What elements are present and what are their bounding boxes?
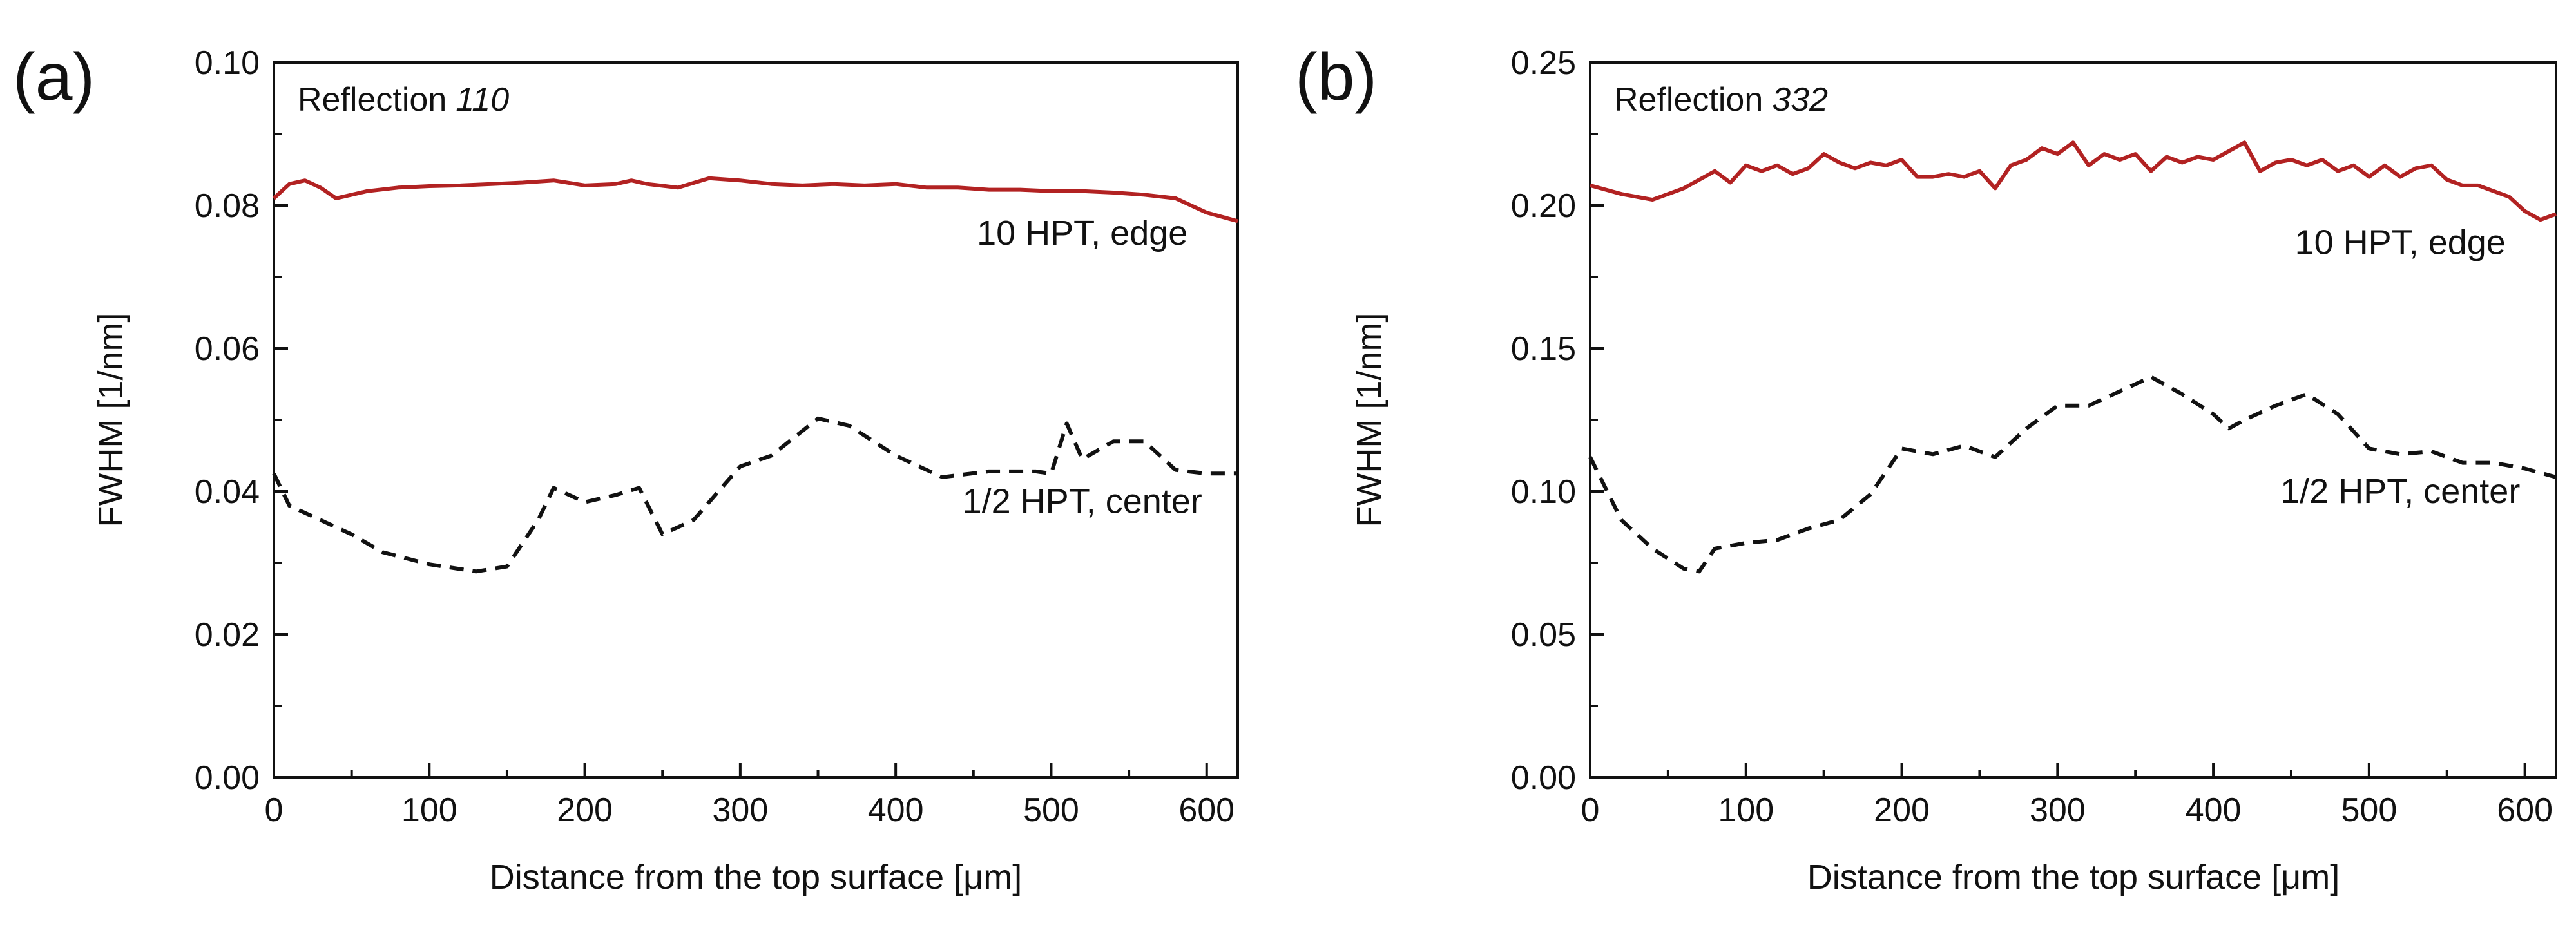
x-tick-label-b: 500 — [2341, 792, 2397, 829]
y-ticks-b: 0.00 0.05 0.10 0.15 0.20 0.25 — [1511, 44, 1604, 797]
x-tick-label-b: 0 — [1581, 792, 1600, 829]
x-tick-label-a: 200 — [557, 792, 613, 829]
x-tick-label-b: 600 — [2497, 792, 2553, 829]
y-tick-label-b: 0.25 — [1511, 44, 1576, 82]
y-axis-title-a: FWHM [1/nm] — [91, 313, 130, 527]
y-tick-label-b: 0.05 — [1511, 616, 1576, 654]
y-tick-label-b: 0.10 — [1511, 473, 1576, 511]
inset-label-b: Reflection 332 — [1614, 81, 1828, 119]
y-tick-label-a: 0.08 — [195, 187, 260, 225]
y-tick-label-b: 0.00 — [1511, 759, 1576, 797]
series-lines-a — [272, 176, 1238, 574]
y-tick-label-b: 0.15 — [1511, 330, 1576, 368]
series-label-edge-b: 10 HPT, edge — [2295, 223, 2506, 261]
series-line-edge-b — [1590, 140, 2557, 222]
reflection-index-b: 332 — [1772, 81, 1828, 119]
y-tick-label-a: 0.00 — [195, 759, 260, 797]
y-axis-title-b: FWHM [1/nm] — [1350, 313, 1389, 527]
panel-label-a: (a) — [13, 40, 95, 115]
y-tick-label-a: 0.04 — [195, 473, 260, 511]
y-ticks-a: 0.00 0.02 0.04 0.06 0.08 0.10 — [195, 44, 288, 797]
series-label-center-b: 1/2 HPT, center — [2280, 472, 2520, 511]
series-line-edge-a — [272, 176, 1238, 223]
reflection-text-a: Reflection — [298, 81, 447, 119]
inset-label-a: Reflection 110 — [298, 81, 509, 119]
x-tick-label-b: 200 — [1874, 792, 1930, 829]
series-line-center-b — [1588, 375, 2557, 574]
y-tick-label-a: 0.06 — [195, 330, 260, 368]
series-lines-b — [1588, 140, 2557, 574]
x-tick-label-a: 500 — [1023, 792, 1079, 829]
x-tick-label-a: 400 — [868, 792, 924, 829]
x-axis-title-a: Distance from the top surface [μm] — [490, 858, 1022, 897]
x-tick-label-a: 100 — [401, 792, 457, 829]
x-ticks-b: 0 100 200 300 400 500 600 — [1581, 763, 2553, 829]
series-label-center-a: 1/2 HPT, center — [963, 482, 1202, 520]
x-tick-label-a: 0 — [265, 792, 284, 829]
series-label-edge-a: 10 HPT, edge — [977, 214, 1187, 252]
axes-a: 0 100 200 300 400 500 600 0.00 0.02 0.04 0.06 0.08… — [195, 44, 1239, 829]
chart-panel-a: (a) 0 100 200 300 400 500 600 0.00 0.02 0.04 0.06… — [13, 40, 1239, 897]
x-tick-label-b: 300 — [2030, 792, 2086, 829]
x-tick-label-a: 600 — [1178, 792, 1235, 829]
x-tick-label-b: 100 — [1718, 792, 1774, 829]
panel-label-b: (b) — [1295, 40, 1377, 115]
x-axis-title-b: Distance from the top surface [μm] — [1807, 858, 2340, 897]
y-tick-label-a: 0.02 — [195, 616, 260, 654]
x-tick-label-a: 300 — [712, 792, 768, 829]
reflection-text-b: Reflection — [1614, 81, 1763, 119]
y-tick-label-a: 0.10 — [195, 44, 260, 82]
reflection-index-a: 110 — [456, 81, 509, 119]
x-ticks-a: 0 100 200 300 400 500 600 — [265, 763, 1235, 829]
y-tick-label-b: 0.20 — [1511, 187, 1576, 225]
x-tick-label-b: 400 — [2186, 792, 2242, 829]
axes-b: 0 100 200 300 400 500 600 0.00 0.05 0.10 0.15 0.20… — [1511, 44, 2557, 829]
series-line-center-a — [272, 416, 1238, 574]
chart-panel-b: (b) 0 100 200 300 400 500 600 0.00 0.05 0.10 0.15… — [1295, 40, 2557, 897]
plot-frame-a — [273, 61, 1239, 779]
